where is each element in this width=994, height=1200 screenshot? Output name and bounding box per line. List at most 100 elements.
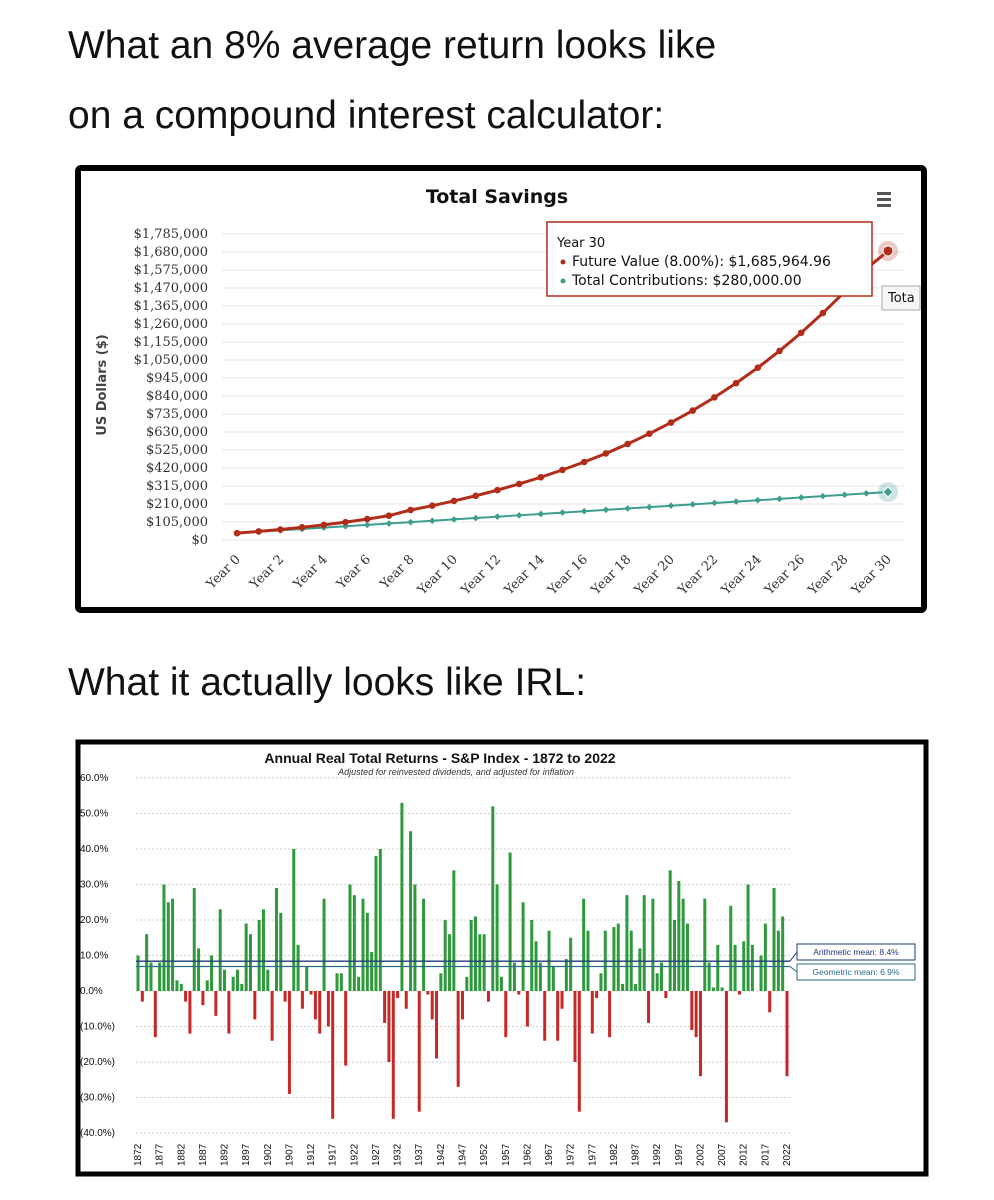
data-point <box>255 528 262 535</box>
reference-label-box <box>796 943 916 961</box>
bar <box>664 991 668 999</box>
bar <box>677 880 681 991</box>
y-tick-label: $630,000 <box>146 425 208 440</box>
bar <box>261 909 265 991</box>
bar <box>716 944 720 991</box>
y-tick-label: $1,785,000 <box>134 227 208 242</box>
bar <box>651 898 655 991</box>
bar <box>573 991 577 1062</box>
data-point <box>776 495 783 503</box>
tooltip: Year 30 Future Value (8.00%): $1,685,964.… <box>546 221 873 297</box>
data-point <box>667 502 675 510</box>
heading: What an 8% average return looks like <box>68 24 716 67</box>
bar <box>577 991 581 1112</box>
bar <box>140 991 144 1002</box>
x-tick-label: 1947 <box>458 1143 469 1166</box>
tooltip-bullet <box>560 278 566 284</box>
bar <box>279 912 283 991</box>
bar <box>162 884 166 991</box>
bar <box>590 991 594 1034</box>
bar <box>439 973 443 991</box>
bar <box>647 991 651 1023</box>
bar <box>227 991 231 1034</box>
bar <box>707 962 711 991</box>
bar <box>504 991 508 1038</box>
bar <box>318 991 322 1034</box>
bar <box>404 991 408 1009</box>
bar <box>768 991 772 1013</box>
y-tick-label: 10.0% <box>80 951 108 962</box>
bar <box>638 948 642 991</box>
bar <box>197 948 201 991</box>
data-point <box>580 507 588 515</box>
bar <box>673 920 677 991</box>
bar <box>564 959 568 991</box>
data-point <box>841 491 848 499</box>
bar <box>469 920 473 991</box>
bar <box>560 991 564 1009</box>
bar <box>344 991 348 1066</box>
tooltip-title: Year 30 <box>556 236 605 251</box>
bar <box>517 991 521 995</box>
y-tick-label: 30.0% <box>80 880 108 891</box>
bar <box>599 973 603 991</box>
x-tick-label: 1967 <box>544 1143 555 1166</box>
bar <box>616 923 620 991</box>
x-tick-label: 1927 <box>371 1143 382 1166</box>
bar <box>448 934 452 991</box>
bar <box>357 976 361 991</box>
data-point <box>494 486 501 494</box>
x-tick-label: 1982 <box>609 1143 620 1166</box>
y-tick-label: (10.0%) <box>80 1022 115 1033</box>
bar <box>690 991 694 1031</box>
bar <box>621 983 625 991</box>
bar <box>521 902 525 991</box>
menu-icon[interactable] <box>877 192 891 207</box>
heading: on a compound interest calculator: <box>68 94 664 137</box>
y-tick-label: $315,000 <box>146 479 208 494</box>
data-point <box>407 518 414 526</box>
bar <box>145 934 149 991</box>
x-tick-label: 2002 <box>695 1143 706 1166</box>
y-tick-label: $735,000 <box>146 407 208 422</box>
bar <box>456 991 460 1087</box>
bar <box>296 944 300 991</box>
bar <box>374 856 378 991</box>
bar <box>435 991 439 1059</box>
x-tick-label: 1882 <box>176 1143 187 1166</box>
data-point <box>537 473 545 481</box>
bar <box>370 951 374 991</box>
data-point <box>363 521 371 529</box>
x-tick-label: 1877 <box>155 1143 166 1166</box>
y-axis-title: US Dollars ($) <box>95 334 110 435</box>
reference-connector <box>789 951 798 962</box>
bar <box>309 991 313 995</box>
reference-label: Geometric mean: 6.9% <box>813 967 900 977</box>
bar <box>331 991 335 1119</box>
y-tick-label: $1,260,000 <box>134 317 208 332</box>
data-point <box>667 419 675 426</box>
bar <box>248 934 252 991</box>
bar <box>153 991 157 1038</box>
x-tick-label: 1942 <box>436 1143 447 1166</box>
y-tick-label: 0.0% <box>80 986 103 997</box>
bar <box>313 991 317 1020</box>
bar <box>465 976 469 991</box>
data-point <box>429 517 436 525</box>
bar <box>759 955 763 991</box>
bar <box>413 884 417 991</box>
bar <box>188 991 192 1034</box>
data-point <box>233 529 241 537</box>
data-point <box>882 486 894 498</box>
bar <box>461 991 464 1020</box>
bar <box>218 909 222 991</box>
bar <box>660 962 664 991</box>
data-point <box>646 503 653 511</box>
y-tick-label: $420,000 <box>146 461 208 476</box>
bar <box>322 898 326 991</box>
bar <box>556 991 560 1041</box>
data-point <box>819 309 827 317</box>
y-tick-label: $1,470,000 <box>134 281 208 296</box>
bar <box>287 991 291 1094</box>
